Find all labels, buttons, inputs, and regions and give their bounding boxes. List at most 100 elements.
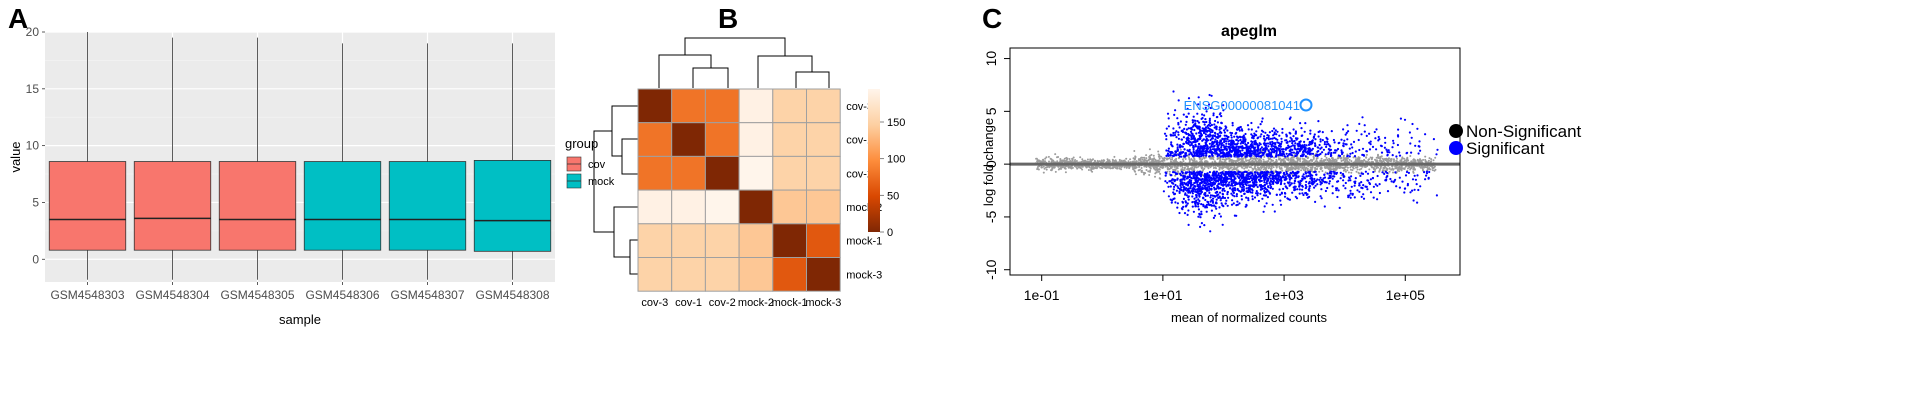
point-sig <box>1231 188 1234 191</box>
point-nonsig <box>1251 170 1254 173</box>
point-nonsig <box>1332 168 1335 171</box>
point-sig <box>1349 189 1352 192</box>
point-sig <box>1208 133 1212 136</box>
point-nonsig <box>1198 157 1201 160</box>
point-sig <box>1280 148 1283 151</box>
point-sig <box>1193 197 1196 200</box>
point-sig <box>1274 137 1277 140</box>
point-sig <box>1428 170 1431 174</box>
point-sig <box>1208 151 1211 154</box>
point-nonsig <box>1147 170 1150 173</box>
point-nonsig <box>1377 166 1380 169</box>
point-sig <box>1282 187 1285 190</box>
point-sig <box>1230 192 1233 195</box>
point-sig <box>1203 181 1206 185</box>
point-nonsig <box>1412 167 1415 170</box>
point-sig <box>1201 187 1204 190</box>
point-sig <box>1304 171 1307 174</box>
point-sig <box>1374 183 1377 186</box>
point-sig <box>1279 199 1282 202</box>
point-nonsig <box>1145 154 1148 157</box>
heatmap-cell <box>806 189 841 225</box>
point-sig <box>1253 196 1257 199</box>
point-nonsig <box>1201 158 1204 161</box>
heatmap-cell <box>637 223 673 259</box>
point-sig <box>1321 178 1324 182</box>
point-sig <box>1210 209 1213 212</box>
point-sig <box>1222 109 1225 112</box>
point-nonsig <box>1328 166 1331 168</box>
point-sig <box>1227 183 1230 186</box>
point-sig <box>1243 136 1246 139</box>
point-nonsig <box>1293 156 1295 159</box>
point-nonsig <box>1371 156 1374 159</box>
point-sig <box>1162 190 1165 193</box>
point-nonsig <box>1283 157 1286 160</box>
point-nonsig <box>1054 170 1057 173</box>
point-nonsig <box>1240 165 1243 168</box>
col-dendrogram-branch <box>684 37 786 56</box>
point-nonsig <box>1162 158 1165 161</box>
point-nonsig <box>1159 166 1162 169</box>
point-sig <box>1261 187 1264 190</box>
point-sig <box>1211 140 1214 143</box>
point-nonsig <box>1264 167 1267 170</box>
point-sig <box>1203 178 1206 181</box>
point-nonsig <box>1291 156 1294 159</box>
point-sig <box>1180 186 1183 189</box>
point-sig <box>1329 154 1332 158</box>
point-nonsig <box>1203 161 1206 163</box>
point-sig <box>1187 223 1190 226</box>
point-sig <box>1239 139 1242 142</box>
point-sig <box>1304 183 1307 187</box>
point-nonsig <box>1344 170 1347 173</box>
box-body <box>218 161 297 251</box>
box-GSM4548306 <box>303 43 382 280</box>
point-nonsig <box>1040 160 1043 163</box>
point-sig <box>1186 171 1189 174</box>
point-sig <box>1242 134 1245 137</box>
point-sig <box>1380 145 1383 148</box>
point-nonsig <box>1143 160 1146 163</box>
point-sig <box>1279 145 1282 148</box>
point-nonsig <box>1319 168 1322 171</box>
point-sig <box>1242 138 1245 141</box>
point-sig <box>1342 144 1345 147</box>
point-sig <box>1241 145 1244 148</box>
point-nonsig <box>1305 166 1308 169</box>
point-sig <box>1193 128 1196 132</box>
point-nonsig <box>1181 166 1184 169</box>
point-sig <box>1385 176 1388 179</box>
boxplot-legend: group cov mock <box>565 136 615 189</box>
point-sig <box>1244 182 1247 186</box>
point-sig <box>1350 143 1353 146</box>
point-nonsig <box>1103 159 1106 162</box>
point-nonsig <box>1134 157 1137 160</box>
point-sig <box>1173 185 1176 188</box>
point-sig <box>1347 179 1350 182</box>
point-sig <box>1340 149 1343 152</box>
point-nonsig <box>1324 171 1327 174</box>
point-sig <box>1215 201 1218 204</box>
point-sig <box>1275 178 1278 181</box>
point-nonsig <box>1099 166 1102 169</box>
point-sig <box>1264 178 1267 181</box>
point-nonsig <box>1388 170 1391 173</box>
point-sig <box>1373 130 1376 134</box>
point-sig <box>1177 137 1180 140</box>
point-sig <box>1352 140 1356 143</box>
point-sig <box>1346 138 1349 141</box>
point-nonsig <box>1089 158 1092 161</box>
point-nonsig <box>1295 166 1298 169</box>
point-sig <box>1312 135 1316 138</box>
heatmap-cell <box>772 189 807 225</box>
point-sig <box>1200 155 1203 158</box>
point-sig <box>1425 170 1428 173</box>
point-nonsig <box>1358 168 1361 171</box>
point-sig <box>1219 155 1222 158</box>
point-sig <box>1288 117 1291 120</box>
point-sig <box>1309 132 1312 135</box>
point-sig <box>1267 145 1270 148</box>
point-sig <box>1197 205 1200 208</box>
point-sig <box>1281 127 1284 131</box>
